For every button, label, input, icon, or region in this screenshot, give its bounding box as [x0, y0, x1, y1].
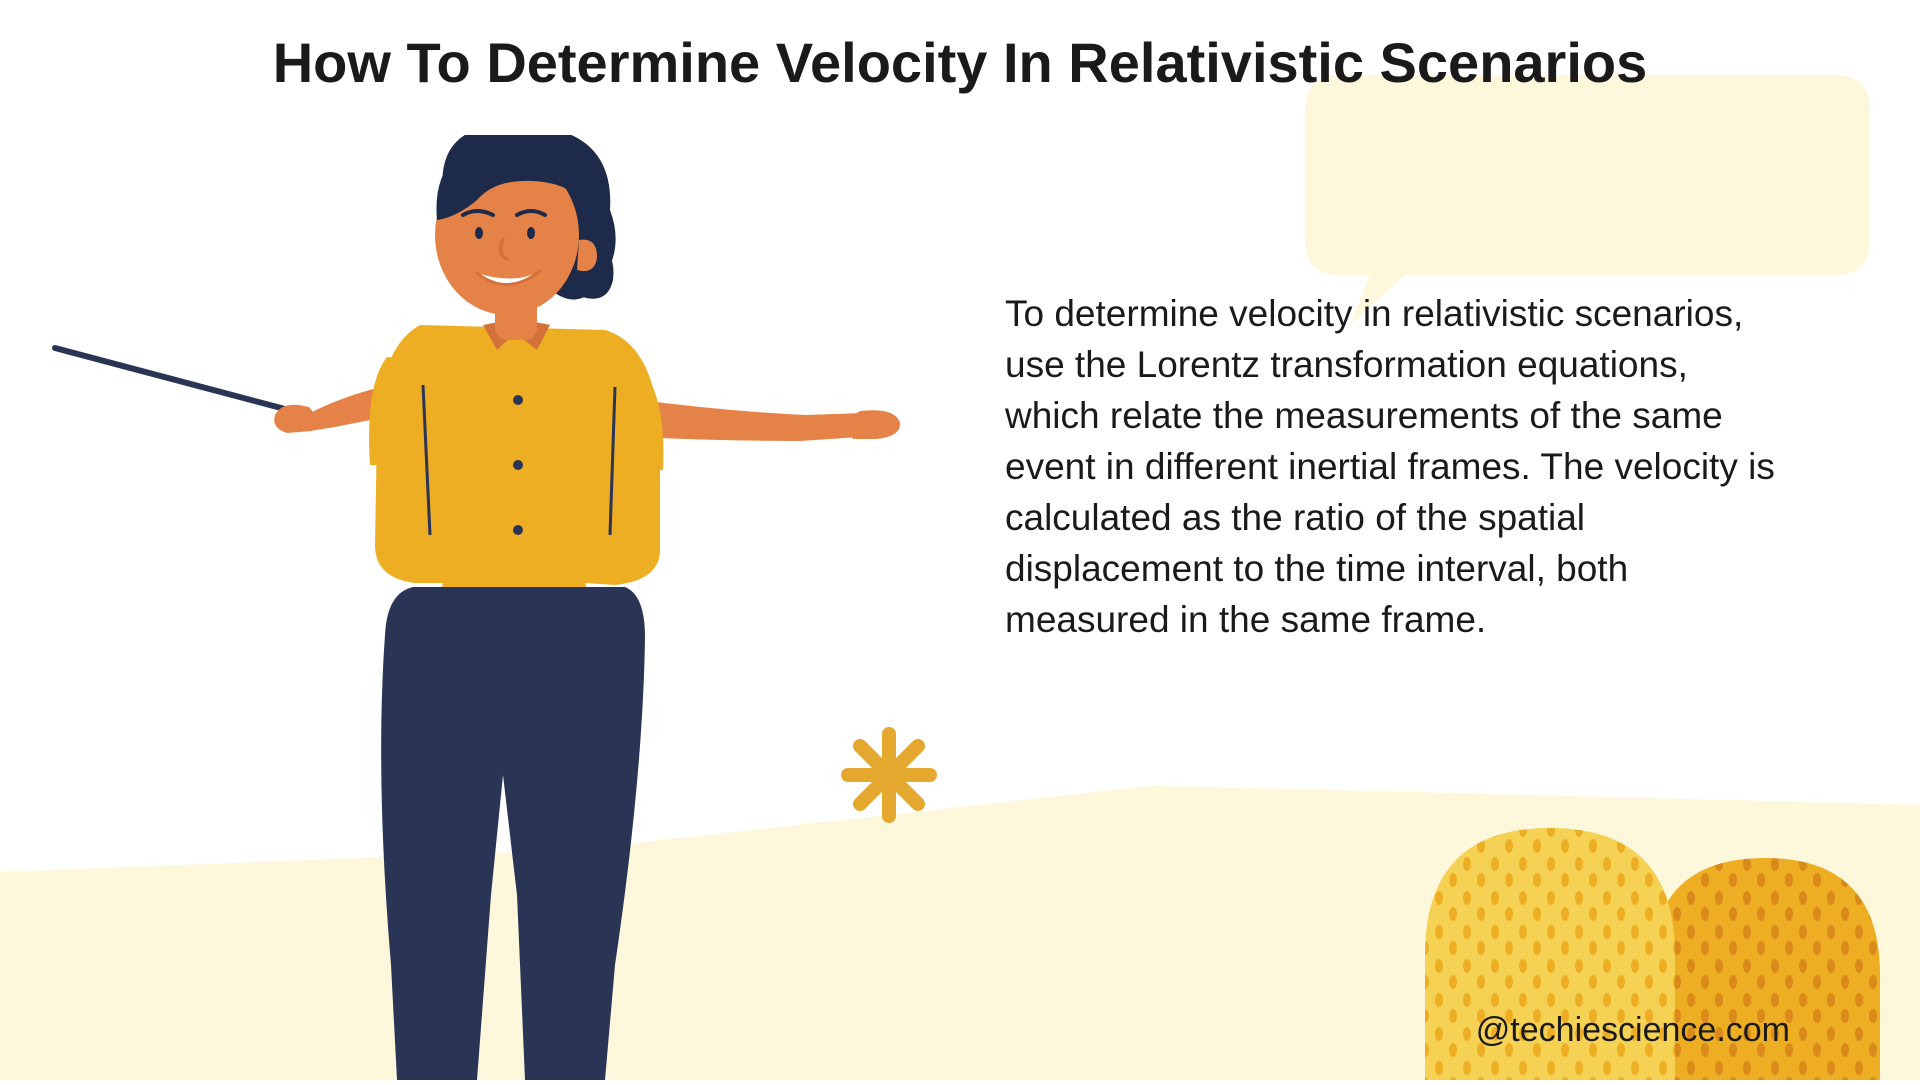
attribution-text: @techiescience.com — [1476, 1011, 1790, 1050]
body-paragraph: To determine velocity in relativistic sc… — [1005, 288, 1780, 645]
speech-bubble — [1305, 75, 1870, 280]
teacher-illustration — [45, 135, 905, 1080]
page-title: How To Determine Velocity In Relativisti… — [0, 30, 1920, 95]
